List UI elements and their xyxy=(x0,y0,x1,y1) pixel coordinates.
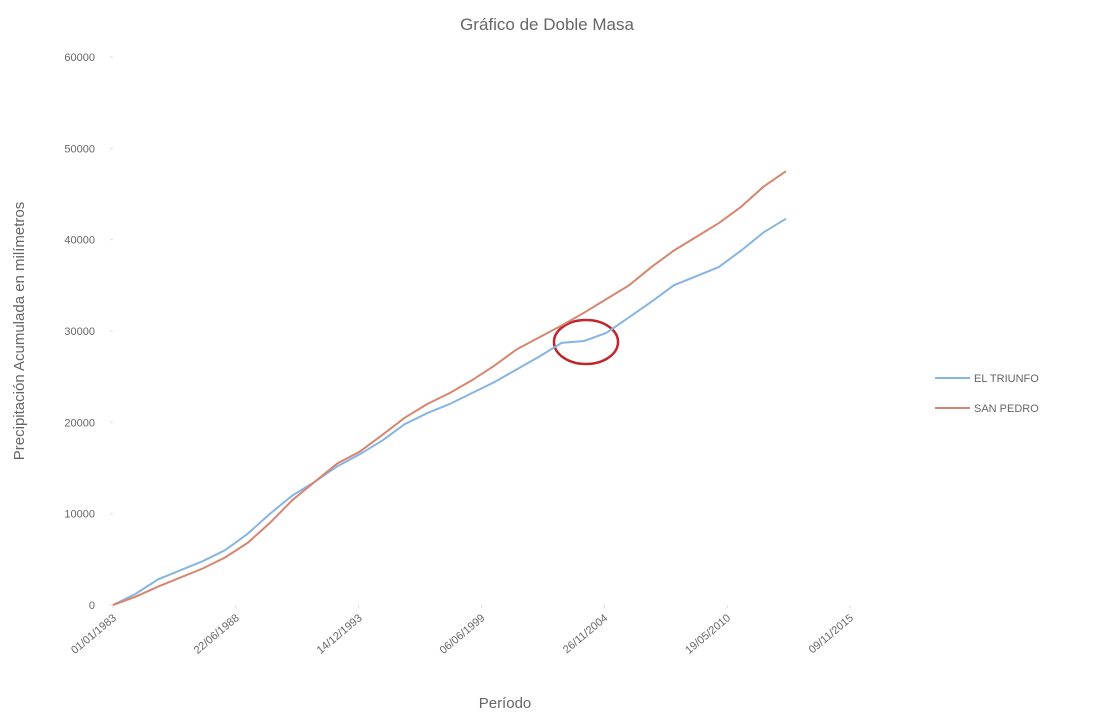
x-tick-label: 01/01/1983 xyxy=(69,612,119,657)
legend-label: EL TRIUNFO xyxy=(974,373,1039,385)
y-tick-label: 20000 xyxy=(64,417,95,429)
x-tick-label: 14/12/1993 xyxy=(315,612,365,657)
x-axis-label: Período xyxy=(479,695,532,712)
y-tick-label: 10000 xyxy=(64,509,95,521)
y-tick-label: 30000 xyxy=(64,326,95,338)
x-tick-label: 19/05/2010 xyxy=(683,612,733,657)
y-tick-label: 0 xyxy=(89,600,95,612)
x-tick-label: 22/06/1988 xyxy=(192,612,242,657)
y-tick-label: 40000 xyxy=(64,235,95,247)
legend-label: SAN PEDRO xyxy=(974,403,1039,415)
series-line xyxy=(112,170,787,606)
y-tick-label: 50000 xyxy=(64,143,95,155)
highlight-circle xyxy=(552,318,620,366)
x-tick-label: 06/06/1999 xyxy=(438,612,488,657)
x-tick-label: 26/11/2004 xyxy=(561,612,610,656)
chart-title: Gráfico de Doble Masa xyxy=(460,15,634,34)
series-line xyxy=(112,217,787,606)
y-axis-label: Precipitación Acumulada en milímetros xyxy=(11,202,28,460)
x-tick-label: 09/11/2015 xyxy=(807,612,856,656)
y-tick-label: 60000 xyxy=(64,52,95,64)
